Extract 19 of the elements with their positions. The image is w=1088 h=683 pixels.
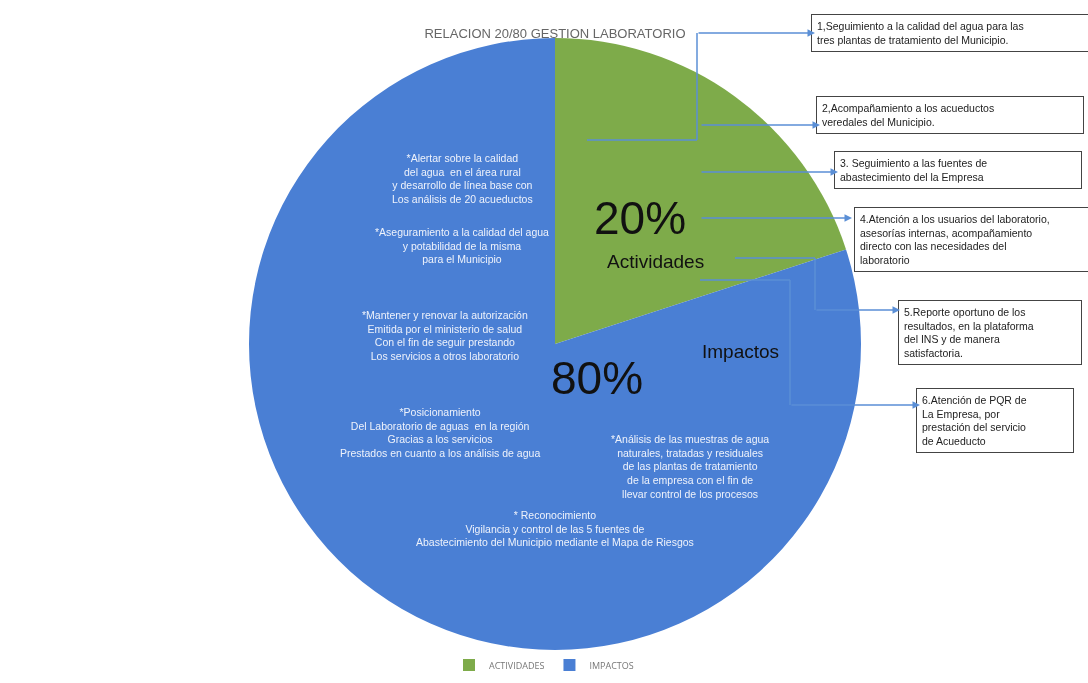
text: 2,Acompañamiento a los acueductos veredales del Municipio. — [822, 102, 995, 128]
text: *Aseguramiento a la calidad del agua y potabilidad de la misma para el Municipio — [375, 226, 550, 266]
text: 3. Seguimiento a las fuentes de abastecimiento del la Empresa — [840, 157, 988, 183]
text: 6.Atención de PQR de La Empresa, por prestación del servicio de Acueducto — [922, 394, 1027, 447]
text: Actividades — [607, 251, 705, 272]
chart-title: RELACION 20/80 GESTION LABORATORIO — [424, 25, 686, 41]
legend-label: ACTIVIDADES — [489, 658, 545, 672]
text: * Reconocimiento Vigilancia y control de las 5 fuentes de Abastecimiento del Municipio mediante el Mapa de Riesgos — [416, 509, 694, 549]
text: *Alertar sobre la calidad del agua en el área rural y desarrollo de línea base con Los análisis de 20 acueductos — [392, 152, 533, 205]
text: 1,Seguimiento a la calidad del agua para las tres plantas de tratamiento del Municipio. — [817, 20, 1024, 46]
data-label: 80% — [551, 352, 644, 404]
data-label: 20% — [594, 192, 687, 244]
text: *Análisis de las muestras de agua naturales, tratadas y residuales de las plantas de tratamiento de la empresa con el fin de llevar control de los procesos — [611, 433, 770, 500]
text: *Posicionamiento Del Laboratorio de aguas en la región Gracias a los servicios Prestados en cuanto a los análisis de agua — [340, 406, 541, 459]
text: 4.Atención a los usuarios del laboratorio, asesorías internas, acompañamiento directo con las necesidades del laboratorio — [860, 213, 1050, 266]
legend-label: IMPACTOS — [589, 658, 634, 672]
text: *Mantener y renovar la autorización Emitida por el ministerio de salud Con el fin de seguir prestando Los servicios a otros laboratorio — [362, 309, 528, 362]
text: Impactos — [702, 341, 780, 362]
text: 5.Reporte oportuno de los resultados, en la plataforma del INS y de manera satisfactoria. — [904, 306, 1034, 359]
